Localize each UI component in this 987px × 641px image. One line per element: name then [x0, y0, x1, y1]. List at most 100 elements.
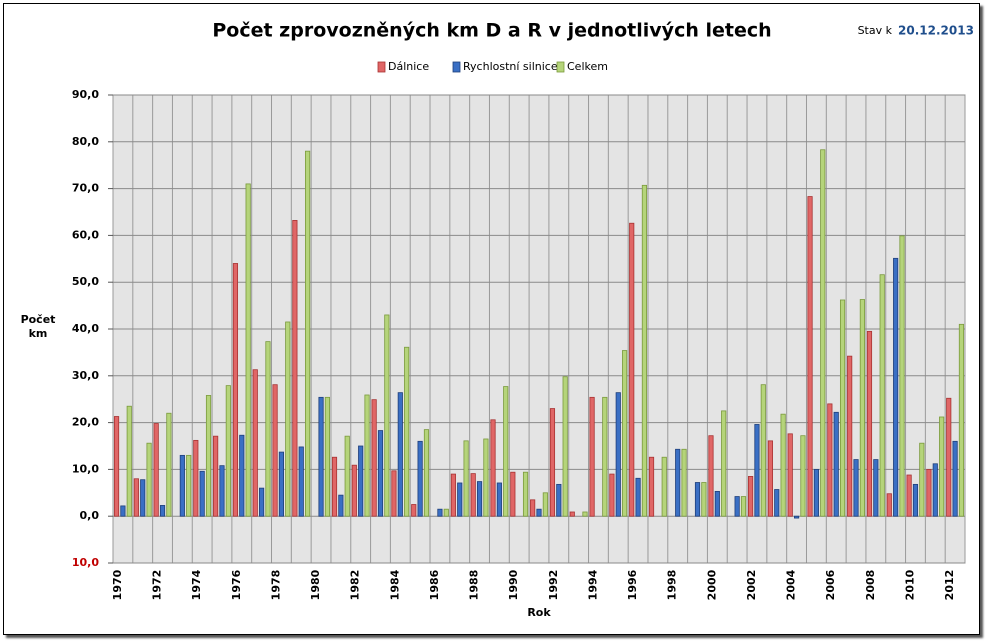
bar — [708, 435, 714, 517]
bar — [740, 496, 747, 517]
bar — [556, 483, 562, 517]
bar — [589, 396, 595, 517]
bar — [926, 468, 932, 517]
bar — [820, 149, 826, 517]
bar — [859, 299, 865, 517]
bar — [186, 454, 192, 517]
bar — [510, 471, 516, 517]
bar — [754, 424, 760, 517]
bar — [681, 448, 687, 517]
bar — [252, 369, 258, 517]
legend-label: Rychlostní silnice — [463, 60, 558, 73]
bar — [292, 220, 298, 517]
y-tick-label: 90,0 — [72, 88, 99, 101]
bar — [714, 490, 720, 517]
bar — [219, 465, 225, 517]
bar — [946, 397, 952, 517]
bar — [833, 411, 839, 517]
bar — [457, 482, 463, 517]
bar — [179, 454, 185, 517]
x-tick-label: 1978 — [269, 570, 282, 601]
bar — [919, 442, 925, 517]
bar — [358, 445, 364, 517]
bar — [397, 392, 403, 517]
bar — [721, 410, 727, 517]
bar — [265, 341, 271, 517]
bar — [879, 274, 885, 517]
bar — [259, 487, 265, 517]
bar — [338, 494, 344, 517]
bar — [853, 459, 859, 517]
bar — [939, 416, 945, 517]
bar — [225, 385, 231, 517]
bar — [305, 150, 311, 517]
legend-label: Dálnice — [388, 60, 429, 73]
date-label: Stav k — [858, 24, 893, 37]
bar — [140, 479, 146, 517]
bar — [549, 408, 556, 517]
bar — [126, 405, 132, 517]
x-tick-label: 1994 — [586, 569, 599, 600]
y-tick-label: 50,0 — [72, 275, 99, 288]
y-tick-label: 10,0 — [72, 556, 99, 569]
bar — [899, 235, 905, 517]
x-tick-label: 1976 — [230, 569, 243, 600]
bar — [344, 435, 350, 517]
x-tick-label: 2008 — [864, 570, 877, 601]
y-tick-label: 40,0 — [72, 322, 99, 335]
bar — [827, 403, 833, 517]
bar — [391, 470, 397, 517]
bar — [146, 442, 152, 517]
y-tick-label: 30,0 — [72, 369, 99, 382]
x-tick-label: 2006 — [824, 569, 837, 600]
bar — [159, 505, 166, 517]
bar — [794, 515, 800, 519]
bar — [866, 330, 873, 517]
x-tick-label: 1984 — [388, 569, 401, 600]
bar — [734, 496, 740, 517]
bar — [675, 448, 681, 517]
bar — [503, 386, 509, 517]
x-tick-label: 2010 — [903, 569, 916, 600]
x-tick-label: 1974 — [190, 569, 203, 600]
bar — [483, 438, 489, 517]
bar — [423, 429, 430, 517]
bar — [635, 477, 641, 517]
bar — [417, 440, 423, 517]
bar — [886, 493, 892, 517]
bar — [562, 376, 568, 517]
bar — [694, 482, 701, 517]
bar — [205, 395, 212, 517]
bar — [278, 451, 284, 517]
bar — [542, 492, 548, 517]
x-tick-label: 1996 — [626, 569, 639, 600]
bar — [813, 468, 819, 517]
bar — [272, 384, 278, 517]
y-axis-title: Počet km — [20, 313, 56, 340]
legend-swatch — [452, 61, 461, 73]
bar — [324, 396, 330, 517]
x-tick-label: 1990 — [507, 569, 520, 600]
y-tick-label: 70,0 — [72, 182, 99, 195]
bar — [411, 504, 417, 517]
bar — [622, 350, 628, 517]
x-tick-label: 1988 — [468, 570, 481, 601]
bar — [767, 440, 773, 517]
bar — [648, 456, 655, 517]
bar — [661, 456, 667, 517]
chart-title: Počet zprovozněných km D a R v jednotliv… — [212, 20, 771, 42]
bar — [748, 476, 754, 517]
bar — [774, 489, 780, 517]
bar — [193, 439, 199, 517]
bar — [153, 423, 159, 517]
x-axis-title: Rok — [527, 606, 551, 619]
bar — [213, 435, 219, 517]
bar — [569, 511, 575, 517]
legend-swatch — [377, 61, 386, 73]
x-tick-label: 1986 — [428, 569, 441, 600]
y-tick-label: 10,0 — [72, 462, 99, 475]
x-tick-label: 2002 — [745, 570, 758, 601]
date: 20.12.2013 — [898, 24, 974, 38]
bar — [113, 416, 120, 517]
bar — [470, 473, 476, 517]
